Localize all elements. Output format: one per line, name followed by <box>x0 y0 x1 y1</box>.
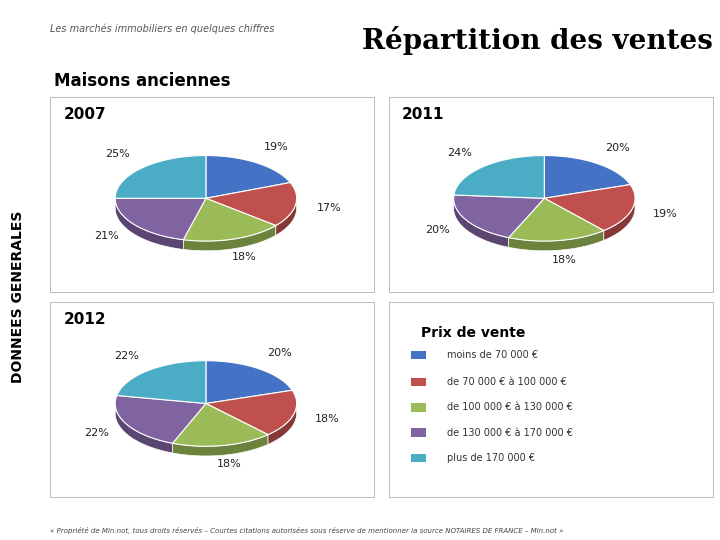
Text: 18%: 18% <box>315 414 340 424</box>
Bar <box>412 350 426 359</box>
Text: 20%: 20% <box>267 348 292 359</box>
Text: 18%: 18% <box>217 460 242 469</box>
Polygon shape <box>206 183 290 208</box>
Polygon shape <box>508 231 604 251</box>
Polygon shape <box>604 185 635 240</box>
Polygon shape <box>454 156 544 198</box>
Polygon shape <box>184 198 206 249</box>
Polygon shape <box>115 395 173 453</box>
Polygon shape <box>117 361 206 405</box>
Polygon shape <box>206 361 292 403</box>
Text: 2011: 2011 <box>402 107 444 122</box>
Text: de 70 000 € à 100 000 €: de 70 000 € à 100 000 € <box>447 377 567 387</box>
Polygon shape <box>206 198 276 235</box>
Bar <box>412 403 426 411</box>
Polygon shape <box>115 395 206 443</box>
Polygon shape <box>184 198 276 241</box>
Bar <box>412 377 426 387</box>
Polygon shape <box>544 156 630 198</box>
Text: 18%: 18% <box>552 254 576 265</box>
Polygon shape <box>117 395 206 413</box>
Text: Prix de vente: Prix de vente <box>421 326 526 340</box>
Polygon shape <box>454 156 544 205</box>
Text: 20%: 20% <box>605 143 630 153</box>
Polygon shape <box>454 195 544 208</box>
Polygon shape <box>115 156 206 208</box>
Polygon shape <box>544 185 635 231</box>
Text: Répartition des ventes: Répartition des ventes <box>362 26 713 55</box>
Polygon shape <box>508 198 604 241</box>
Text: 25%: 25% <box>105 150 130 159</box>
Polygon shape <box>115 156 206 198</box>
Text: 20%: 20% <box>425 225 449 235</box>
Text: 22%: 22% <box>84 428 109 438</box>
Polygon shape <box>115 198 184 249</box>
Text: 19%: 19% <box>264 142 289 152</box>
Polygon shape <box>115 198 206 208</box>
Text: 24%: 24% <box>447 148 472 158</box>
Text: Maisons anciennes: Maisons anciennes <box>54 72 230 90</box>
Polygon shape <box>508 198 544 247</box>
Polygon shape <box>268 390 297 444</box>
Text: de 130 000 € à 170 000 €: de 130 000 € à 170 000 € <box>447 428 573 437</box>
Polygon shape <box>206 390 292 413</box>
Text: 22%: 22% <box>114 350 138 361</box>
Polygon shape <box>117 361 206 403</box>
Polygon shape <box>173 403 206 453</box>
Text: 2012: 2012 <box>63 312 106 327</box>
Bar <box>412 454 426 462</box>
Text: 17%: 17% <box>318 203 342 213</box>
Polygon shape <box>544 198 604 240</box>
Polygon shape <box>454 195 508 247</box>
Polygon shape <box>454 195 544 238</box>
Text: 2007: 2007 <box>63 107 106 122</box>
Text: « Propriété de Min.not, tous droits réservés – Courtes citations autorisées sous: « Propriété de Min.not, tous droits rése… <box>50 526 564 534</box>
Text: 21%: 21% <box>94 231 120 241</box>
Polygon shape <box>115 198 206 240</box>
Polygon shape <box>206 156 290 198</box>
Text: 19%: 19% <box>653 210 678 219</box>
Polygon shape <box>173 435 268 456</box>
Text: Les marchés immobiliers en quelques chiffres: Les marchés immobiliers en quelques chif… <box>50 23 275 34</box>
Polygon shape <box>544 185 630 208</box>
Polygon shape <box>184 226 276 251</box>
Text: DONNEES GENERALES: DONNEES GENERALES <box>11 211 25 383</box>
Polygon shape <box>206 403 268 444</box>
Polygon shape <box>276 183 297 235</box>
Bar <box>412 428 426 437</box>
Text: moins de 70 000 €: moins de 70 000 € <box>447 350 538 360</box>
Polygon shape <box>206 183 297 226</box>
Text: de 100 000 € à 130 000 €: de 100 000 € à 130 000 € <box>447 402 573 413</box>
Polygon shape <box>173 403 268 446</box>
Polygon shape <box>206 390 297 435</box>
Text: plus de 170 000 €: plus de 170 000 € <box>447 453 535 463</box>
Text: 18%: 18% <box>233 252 257 262</box>
